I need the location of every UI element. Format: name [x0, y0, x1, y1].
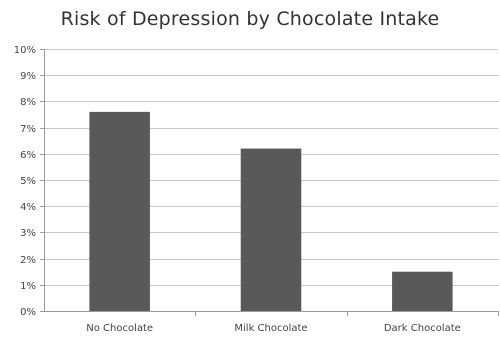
x-category-label: Milk Chocolate — [234, 323, 307, 334]
chart-title: Risk of Depression by Chocolate Intake — [60, 8, 440, 30]
x-category-label: Dark Chocolate — [384, 323, 461, 334]
bar-no-chocolate — [89, 111, 150, 311]
y-tick-label: 9% — [20, 71, 36, 82]
axes — [40, 49, 499, 316]
bar-milk-chocolate — [240, 148, 302, 311]
bar-dark-chocolate — [392, 271, 453, 311]
y-tick-label: 10% — [14, 45, 36, 56]
y-tick-label: 5% — [20, 176, 36, 187]
bars — [89, 111, 453, 311]
y-tick-label: 1% — [20, 281, 36, 292]
y-tick-label: 2% — [20, 255, 36, 266]
x-axis-labels: No Chocolate Milk Chocolate Dark Chocolate — [86, 323, 461, 334]
y-tick-label: 7% — [20, 124, 36, 135]
y-tick-label: 3% — [20, 228, 36, 239]
y-tick-label: 6% — [20, 150, 36, 161]
y-tick-label: 0% — [20, 307, 36, 318]
x-category-label: No Chocolate — [86, 323, 153, 334]
y-axis-ticks: 0% 1% 2% 3% 4% 5% 6% 7% 8% 9% 10% — [14, 45, 36, 318]
y-tick-label: 4% — [20, 202, 36, 213]
y-tick-label: 8% — [20, 97, 36, 108]
